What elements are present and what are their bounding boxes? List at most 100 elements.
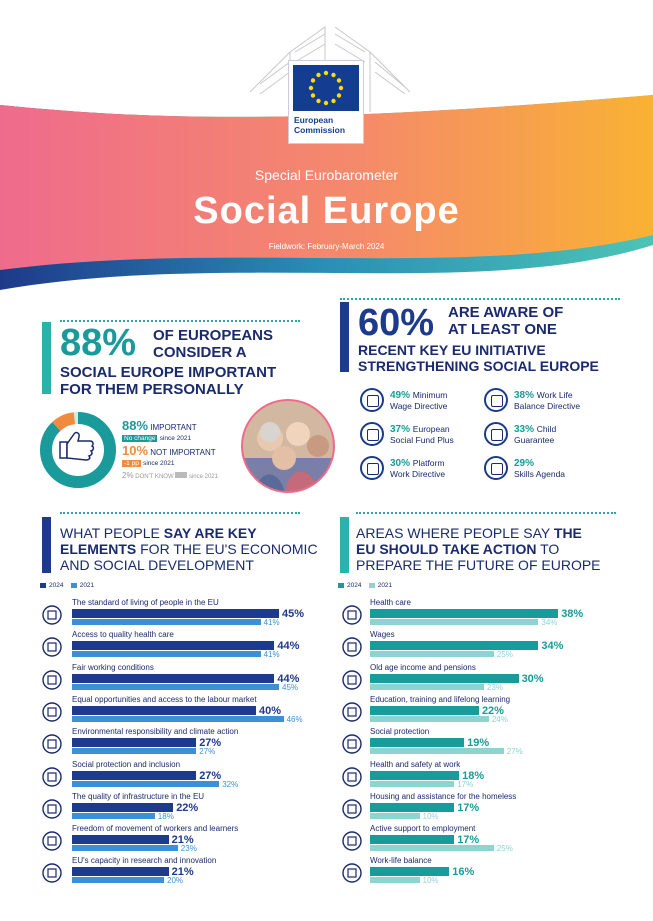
value-label-2024: 27%: [199, 769, 222, 782]
initiative-label: Platform: [412, 458, 445, 468]
initiative-item: 37% European Social Fund Plus: [390, 424, 520, 445]
category-label: Education, training and lifelong learnin…: [370, 694, 511, 704]
bar-2021: [370, 715, 489, 722]
bar-2024: [370, 835, 455, 845]
value-label-2024: 17%: [457, 834, 480, 847]
category-label: Health care: [370, 598, 411, 607]
initiative-icon: [360, 388, 384, 412]
bar-2021: [72, 715, 284, 722]
header-banner: European Commission Special Eurobaromete…: [0, 0, 653, 300]
flag-star: [316, 72, 321, 78]
value-label-2021: 24%: [491, 714, 508, 724]
bar-2024: [72, 802, 174, 812]
category-icon: [340, 732, 364, 756]
category-label: The quality of infrastructure in the EU: [72, 791, 205, 801]
category-label: Housing and assistance for the homeless: [370, 791, 517, 801]
initiative-item: 30% Platform Work Directive: [390, 458, 520, 479]
category-label: Health and safety at work: [370, 759, 461, 769]
value-label-2021: 25%: [496, 650, 513, 660]
dotted-divider: [356, 512, 616, 514]
bar-2024: [370, 705, 479, 715]
accent-bar: [42, 517, 51, 573]
category-label: EU's capacity in research and innovation: [72, 856, 217, 866]
value-label-2024: 27%: [199, 737, 222, 750]
value-label-2024: 21%: [171, 834, 194, 847]
category-label: Environmental responsibility and climate…: [72, 727, 239, 737]
key-elements-title: WHAT PEOPLE SAY ARE KEY ELEMENTS FOR THE…: [60, 525, 318, 573]
value-label-2024: 16%: [452, 866, 475, 879]
initiative-percentage: 37%: [390, 424, 413, 435]
value-label-2024: 40%: [259, 704, 282, 717]
category-icon: [40, 861, 64, 885]
accent-bar: [340, 517, 349, 573]
category-icon: [40, 700, 64, 724]
category-icon: [40, 732, 64, 756]
flag-star: [323, 70, 329, 76]
value-label-2024: 17%: [457, 801, 480, 814]
legend-dont-know: 2% DON'T KNOW since 2021: [122, 471, 218, 480]
bar-2024: [72, 835, 169, 845]
bar-2024: [370, 802, 455, 812]
bar-2021: [370, 780, 455, 787]
flag-star: [336, 78, 342, 83]
category-icon: [340, 668, 364, 692]
aware-heading-line2: RECENT KEY EU INITIATIVE STRENGTHENING S…: [358, 342, 599, 374]
eu-action-legend: 2024 2021: [338, 582, 392, 589]
initiative-icon: [360, 456, 384, 480]
initiative-label: Child: [536, 424, 557, 434]
value-label-2021: 20%: [167, 876, 184, 886]
initiative-item: 33% Child Guarantee: [514, 424, 644, 445]
category-label: Work-life balance: [370, 856, 432, 866]
initiative-item: 29% Skills Agenda: [514, 458, 644, 480]
value-label-2024: 44%: [277, 672, 300, 685]
bar-2021: [72, 748, 197, 755]
category-icon: [340, 700, 364, 724]
legend-not-important: 10% NOT IMPORTANT -1 pp since 2021: [122, 443, 216, 467]
bar-2021: [72, 651, 261, 658]
category-icon: [40, 765, 64, 789]
initiative-percentage: 49%: [390, 390, 413, 401]
category-label: Old age income and pensions: [370, 662, 476, 672]
important-heading-line2: SOCIAL EUROPE IMPORTANT FOR THEM PERSONA…: [60, 364, 277, 398]
category-icon: [40, 603, 64, 627]
bar-2024: [370, 641, 539, 651]
category-icon: [340, 635, 364, 659]
value-label-2024: 45%: [282, 608, 305, 620]
value-label-2024: 38%: [561, 608, 584, 620]
bar-2024: [72, 641, 275, 651]
value-label-2021: 23%: [486, 682, 503, 692]
accent-bar: [340, 302, 349, 372]
dotted-divider: [340, 298, 620, 300]
value-label-2021: 10%: [422, 876, 439, 886]
bar-2021: [370, 651, 494, 658]
flag-star: [323, 100, 329, 106]
value-label-2024: 30%: [521, 672, 544, 685]
bar-2021: [72, 780, 220, 787]
category-label: The standard of living of people in the …: [72, 598, 219, 607]
bar-2024: [72, 867, 169, 877]
bar-2024: [370, 673, 519, 683]
value-label-2024: 21%: [171, 866, 194, 879]
bar-2024: [370, 770, 460, 780]
category-icon: [40, 668, 64, 692]
fieldwork-dates: Fieldwork: February-March 2024: [268, 242, 385, 251]
bar-2024: [72, 705, 256, 715]
bar-2024: [370, 609, 559, 618]
value-label-2024: 18%: [462, 769, 485, 782]
value-label-2024: 34%: [541, 640, 564, 653]
category-label: Wages: [370, 630, 395, 640]
importance-donut-chart: [40, 412, 116, 488]
report-subtitle: Special Eurobarometer: [254, 167, 399, 183]
value-label-2021: 41%: [263, 650, 280, 660]
bar-2021: [370, 812, 420, 819]
category-label: Equal opportunities and access to the la…: [72, 694, 257, 704]
initiative-label: European: [412, 424, 450, 434]
value-label-2021: 17%: [457, 779, 474, 789]
value-label-2021: 18%: [157, 811, 174, 821]
value-label-2021: 23%: [180, 844, 197, 854]
value-label-2021: 25%: [496, 844, 513, 854]
thumbs-up-icon: [59, 431, 95, 461]
initiative-label: Guarantee: [514, 435, 555, 445]
initiative-item: 49% Minimum Wage Directive: [390, 390, 520, 411]
category-label: Access to quality health care: [72, 630, 174, 640]
